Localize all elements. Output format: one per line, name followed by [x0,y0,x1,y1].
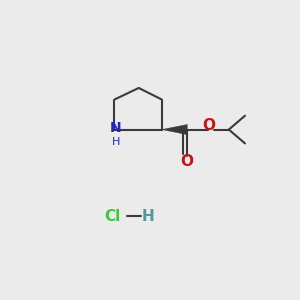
Text: H: H [142,209,154,224]
Text: O: O [203,118,216,133]
Polygon shape [162,124,187,135]
Text: O: O [181,154,194,169]
Text: Cl: Cl [104,209,120,224]
Text: N: N [110,121,122,135]
Text: H: H [111,137,120,147]
